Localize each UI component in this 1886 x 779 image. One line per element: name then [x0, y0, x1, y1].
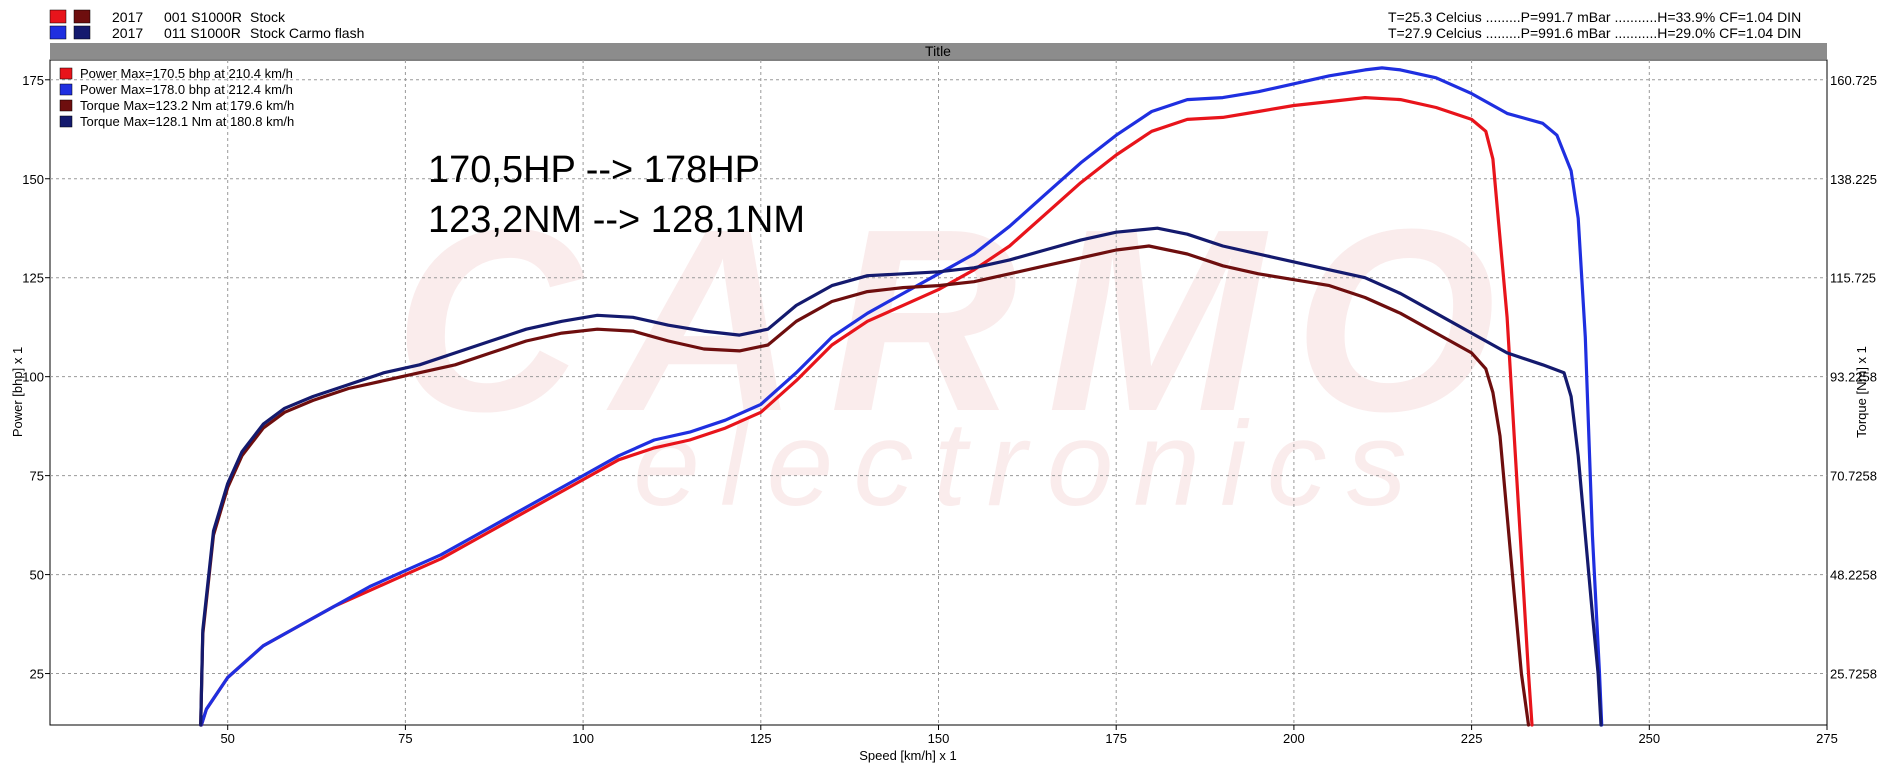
- legend-entry: Power Max=178.0 bhp at 212.4 km/h: [80, 82, 293, 97]
- watermark-sub: electronics: [633, 397, 1427, 531]
- x-tick-label: 175: [1105, 731, 1127, 746]
- run2-swatch-torque: [73, 25, 91, 40]
- x-tick-label: 100: [572, 731, 594, 746]
- x-tick-label: 150: [928, 731, 950, 746]
- x-tick-label: 250: [1638, 731, 1660, 746]
- y2-tick-label: 25.7258: [1830, 667, 1877, 682]
- y-tick-label: 75: [30, 469, 44, 484]
- run2-id: 011 S1000R: [164, 25, 241, 41]
- y-tick-label: 175: [22, 73, 44, 88]
- y2-tick-label: 48.2258: [1830, 568, 1877, 583]
- y-tick-label: 25: [30, 667, 44, 682]
- annotation-line1: 170,5HP --> 178HP: [428, 149, 760, 191]
- x-tick-label: 200: [1283, 731, 1305, 746]
- legend-swatch: [59, 99, 73, 112]
- x-tick-label: 275: [1816, 731, 1838, 746]
- y2-tick-label: 115.725: [1830, 271, 1876, 286]
- annotation-line2: 123,2NM --> 128,1NM: [428, 199, 805, 241]
- y-tick-label: 100: [22, 370, 44, 385]
- run2-swatch-power: [49, 25, 67, 40]
- run1-name: Stock: [250, 9, 286, 25]
- y2-tick-label: 93.2258: [1830, 370, 1877, 385]
- y-tick-label: 125: [22, 271, 44, 286]
- x-axis-label: Speed [km/h] x 1: [859, 748, 957, 763]
- run1-year: 2017: [112, 9, 143, 25]
- y2-tick-label: 160.725: [1830, 73, 1877, 88]
- y2-axis-label: Torque [Nm] x 1: [1854, 346, 1869, 438]
- y-tick-label: 150: [22, 172, 44, 187]
- series-line: [199, 226, 1603, 727]
- run1-conditions: T=25.3 Celcius .........P=991.7 mBar ...…: [1388, 9, 1801, 25]
- y-tick-label: 50: [30, 568, 44, 583]
- series-line: [199, 96, 1534, 727]
- y2-tick-label: 70.7258: [1830, 469, 1877, 484]
- run2-name: Stock Carmo flash: [250, 25, 364, 41]
- header: 2017 001 S1000R Stock 2017 011 S1000R St…: [49, 9, 1827, 59]
- x-tick-label: 50: [220, 731, 234, 746]
- x-axis-ticks: 50 75 100 125 150 175 200 225 250 275: [220, 725, 1838, 746]
- grid: [50, 60, 1827, 725]
- legend-swatch: [59, 115, 73, 128]
- series-line: [199, 244, 1531, 727]
- watermark-brand: CARMO: [394, 176, 1526, 466]
- run2-year: 2017: [112, 25, 143, 41]
- series-line: [199, 66, 1604, 727]
- legend-swatch: [59, 83, 73, 96]
- x-tick-label: 75: [398, 731, 412, 746]
- y2-tick-label: 138.225: [1830, 172, 1877, 187]
- legend-entry: Torque Max=123.2 Nm at 179.6 km/h: [80, 98, 294, 113]
- legend-swatch: [59, 67, 73, 80]
- chart-title: Title: [925, 43, 951, 59]
- series-group: [199, 66, 1604, 727]
- x-tick-label: 225: [1461, 731, 1483, 746]
- watermark: CARMO electronics: [394, 176, 1526, 531]
- x-tick-label: 125: [750, 731, 772, 746]
- run1-swatch-power: [49, 9, 67, 24]
- legend-entry: Power Max=170.5 bhp at 210.4 km/h: [80, 66, 293, 81]
- title-bar: [50, 43, 1827, 59]
- plot-area: 50 75 100 125 150 175 200 225 250 275 25 50 75 100 12…: [22, 59, 1877, 746]
- y2-axis-ticks: 25.7258 48.2258 70.7258 93.2258 115.725 138.2…: [1830, 73, 1877, 682]
- y-axis-ticks: 25 50 75 100 125 150 175: [22, 73, 50, 682]
- run1-swatch-torque: [73, 9, 91, 24]
- run1-id: 001 S1000R: [164, 9, 242, 25]
- legend-entry: Torque Max=128.1 Nm at 180.8 km/h: [80, 114, 294, 129]
- run2-conditions: T=27.9 Celcius .........P=991.6 mBar ...…: [1388, 25, 1801, 41]
- y-axis-label: Power [bhp] x 1: [10, 347, 25, 437]
